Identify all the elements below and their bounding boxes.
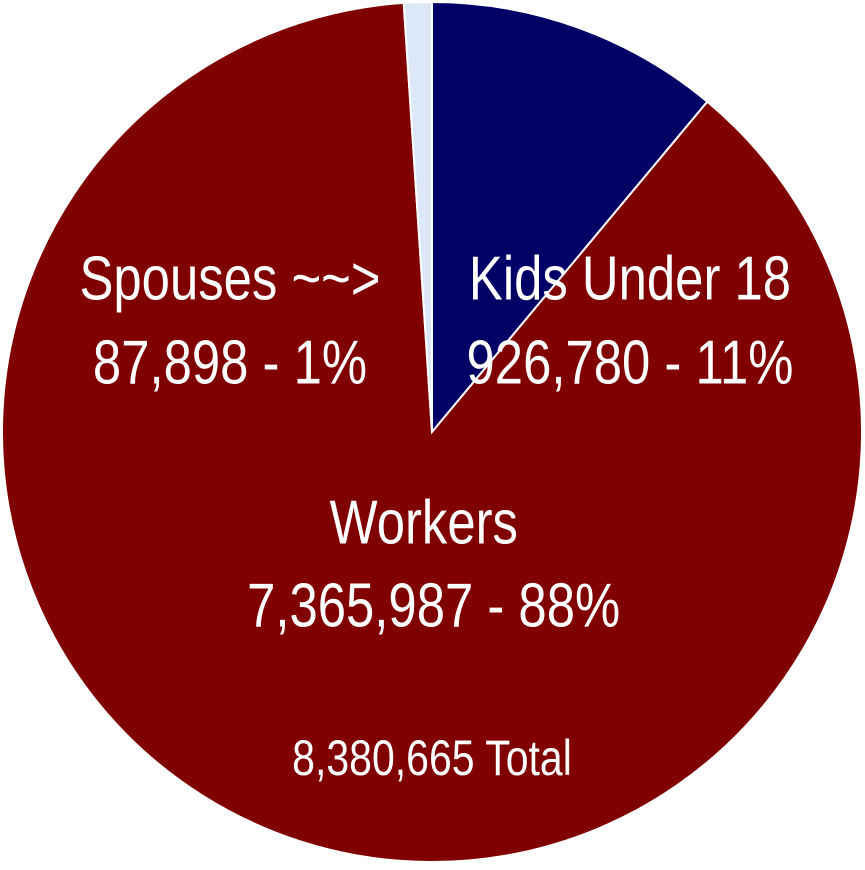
pie-slice bbox=[431, 0, 709, 435]
slice-name: Workers bbox=[330, 489, 518, 558]
slice-value-label: 926,780 - 11% bbox=[467, 329, 794, 398]
workers-label-group: Workers 7,365,987 - 88% 8,380,665 Total bbox=[247, 489, 620, 786]
kids-label-group: Kids Under 18 926,780 - 11% bbox=[467, 245, 794, 398]
slice-name: Spouses ~~> bbox=[79, 245, 380, 314]
pie-slice bbox=[402, 0, 433, 433]
slice-value-label: 87,898 - 1% bbox=[93, 329, 367, 398]
slice-name: Kids Under 18 bbox=[469, 245, 791, 314]
slice-value-label: 7,365,987 - 88% bbox=[247, 572, 620, 641]
spouses-label-group: Spouses ~~> 87,898 - 1% bbox=[79, 245, 380, 398]
total-label: 8,380,665 Total bbox=[292, 730, 572, 786]
